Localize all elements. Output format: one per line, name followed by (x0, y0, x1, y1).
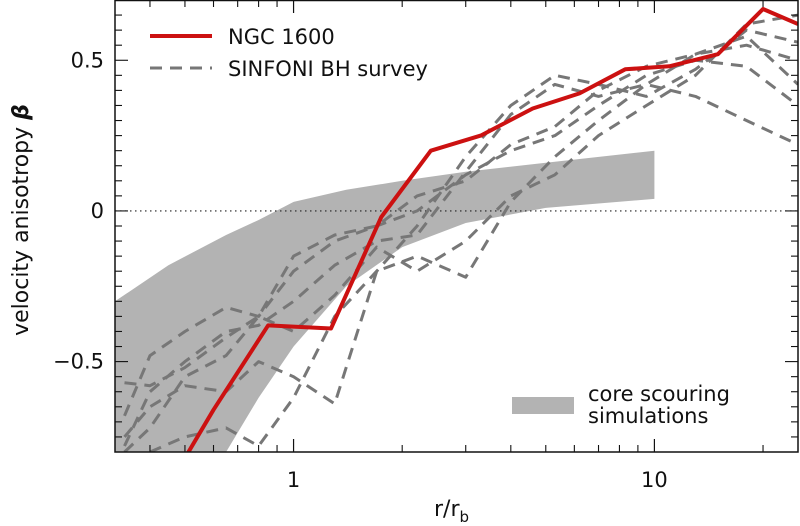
survey-line-4 (124, 13, 798, 388)
y-tick-label: 0 (91, 199, 104, 223)
survey-line-3 (123, 34, 798, 452)
x-tick-label: 10 (641, 468, 668, 492)
legend-survey-label: SINFONI BH survey (228, 57, 428, 81)
legend-band-label-1: core scouring (588, 382, 730, 406)
y-tick-label: −0.5 (53, 350, 104, 374)
survey-lines-layer (123, 13, 798, 452)
simulation-band (115, 150, 655, 452)
survey-line-5 (123, 82, 798, 438)
plot-area (115, 7, 798, 452)
legend-ngc-label: NGC 1600 (228, 25, 335, 49)
y-tick-label: 0.5 (71, 48, 104, 72)
legend-band-swatch (512, 397, 574, 414)
ngc1600-line (186, 7, 798, 452)
legend: NGC 1600 SINFONI BH survey core scouring… (150, 25, 730, 428)
legend-band-label-2: simulations (588, 404, 708, 428)
x-axis-label: r/rb (434, 497, 469, 526)
y-axis-label: velocity anisotropy β (9, 104, 34, 336)
x-tick-label: 1 (287, 468, 300, 492)
tick-labels: 1 10 −0.5 0 0.5 (53, 48, 668, 492)
survey-line-1 (123, 43, 798, 447)
x-axis-label-subscript: b (460, 508, 470, 526)
survey-line-2 (123, 58, 798, 417)
band-layer (115, 150, 655, 452)
ngc-line-layer (186, 7, 798, 452)
ticks (115, 0, 798, 452)
